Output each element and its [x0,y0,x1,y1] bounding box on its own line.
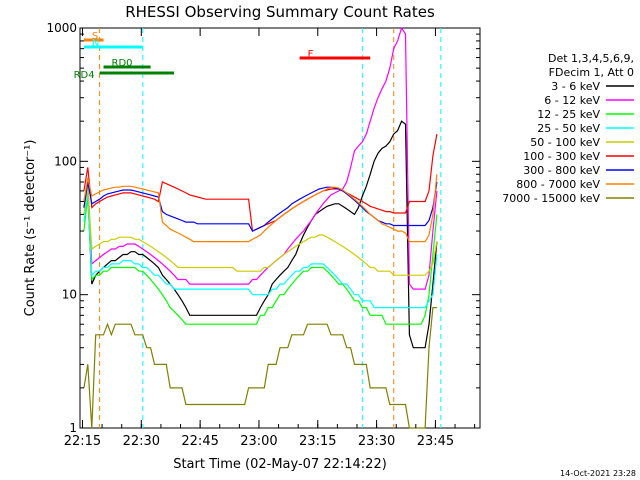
x-axis-ticks: 22:15 22:30 22:45 23:00 23:15 23:30 23:45 [64,28,476,449]
legend-label-0: 3 - 6 keV [551,80,600,93]
series-line-2 [83,195,438,325]
chart-title: RHESSI Observing Summary Count Rates [125,3,435,21]
legend-label-1: 6 - 12 keV [544,94,600,107]
flag-label-n: N [92,38,99,49]
series-line-5 [83,133,438,232]
x-axis-label: Start Time (02-May-07 22:14:22) [173,457,387,472]
y-tick-label: 1 [69,421,77,435]
legend-header: Det 1,3,4,5,6,9, [548,52,634,65]
legend-label-3: 25 - 50 keV [537,122,600,135]
legend: Det 1,3,4,5,6,9,FDecim 1, Att 03 - 6 keV… [502,52,634,205]
flag-label-f: F [308,49,314,60]
flag-label-rd4: RD4 [74,70,95,81]
y-tick-label: 10 [62,288,77,302]
series-line-0 [83,120,438,349]
x-tick-label: 23:45 [417,434,454,449]
y-tick-label: 1000 [46,21,77,35]
series-line-7 [83,174,438,243]
x-tick-label: 22:45 [181,434,218,449]
legend-label-6: 300 - 800 keV [523,164,600,177]
series-line-1 [83,26,438,290]
series-line-4 [83,186,438,276]
legend-header: FDecim 1, Att 0 [549,66,634,79]
plot-frame [79,27,481,429]
legend-label-8: 7000 - 15000 keV [502,192,600,205]
x-tick-label: 23:15 [299,434,336,449]
flag-label-s: S [92,31,98,42]
x-tick-label: 23:30 [358,434,395,449]
legend-label-5: 100 - 300 keV [523,150,600,163]
legend-label-4: 50 - 100 keV [530,136,600,149]
footer-timestamp: 14-Oct-2021 23:28 [560,469,636,478]
y-axis-label: Count Rate (s⁻¹ detector⁻¹) [23,140,38,317]
x-tick-label: 22:30 [123,434,160,449]
legend-label-2: 12 - 25 keV [537,108,600,121]
y-tick-label: 100 [54,154,77,168]
flag-label-rd0: RD0 [112,58,133,69]
series-line-8 [83,307,437,429]
x-tick-label: 23:00 [240,434,277,449]
series-lines [83,26,438,429]
series-line-3 [83,190,438,309]
series-line-6 [83,181,438,232]
y-axis-ticks: 1 10 100 1000 [46,21,480,435]
x-tick-label: 22:15 [64,434,101,449]
vertical-markers [99,28,442,428]
legend-label-7: 800 - 7000 keV [516,178,600,191]
flag-segments: SN RD0 RD4 F [74,31,371,81]
